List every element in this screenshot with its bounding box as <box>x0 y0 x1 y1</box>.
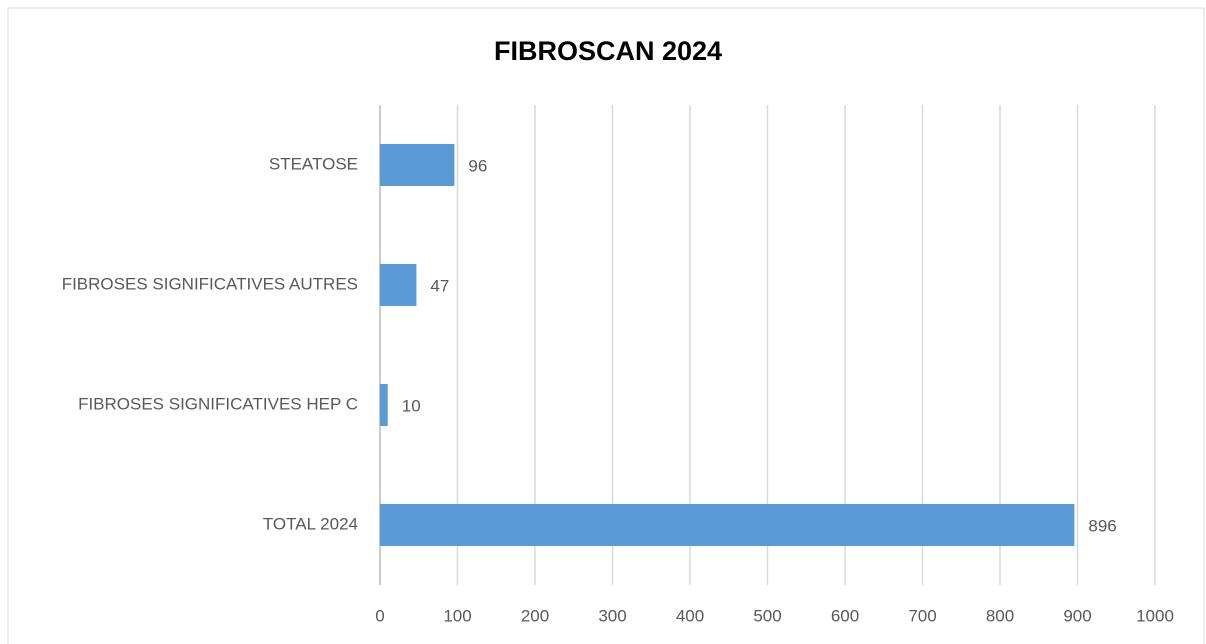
x-tick-label: 300 <box>598 606 626 625</box>
x-tick-label: 500 <box>753 606 781 625</box>
y-tick-label: STEATOSE <box>269 154 358 173</box>
y-tick-label: TOTAL 2024 <box>263 514 358 533</box>
bar <box>380 504 1075 546</box>
data-label: 10 <box>402 396 421 415</box>
x-tick-label: 1000 <box>1136 606 1174 625</box>
data-label: 896 <box>1088 516 1116 535</box>
bar <box>380 144 455 186</box>
x-tick-label: 200 <box>521 606 549 625</box>
x-tick-label: 400 <box>676 606 704 625</box>
chart-border <box>7 7 1205 644</box>
x-tick-label: 100 <box>443 606 471 625</box>
chart-title: FIBROSCAN 2024 <box>494 36 722 66</box>
data-label: 47 <box>430 276 449 295</box>
data-label: 96 <box>468 156 487 175</box>
x-tick-label: 900 <box>1063 606 1091 625</box>
x-tick-label: 800 <box>986 606 1014 625</box>
bar <box>380 384 388 426</box>
x-tick-label: 600 <box>831 606 859 625</box>
x-tick-label: 700 <box>908 606 936 625</box>
bar <box>380 264 417 306</box>
x-tick-label: 0 <box>375 606 384 625</box>
y-tick-label: FIBROSES SIGNIFICATIVES AUTRES <box>62 274 358 293</box>
y-tick-label: FIBROSES SIGNIFICATIVES HEP C <box>78 394 358 413</box>
